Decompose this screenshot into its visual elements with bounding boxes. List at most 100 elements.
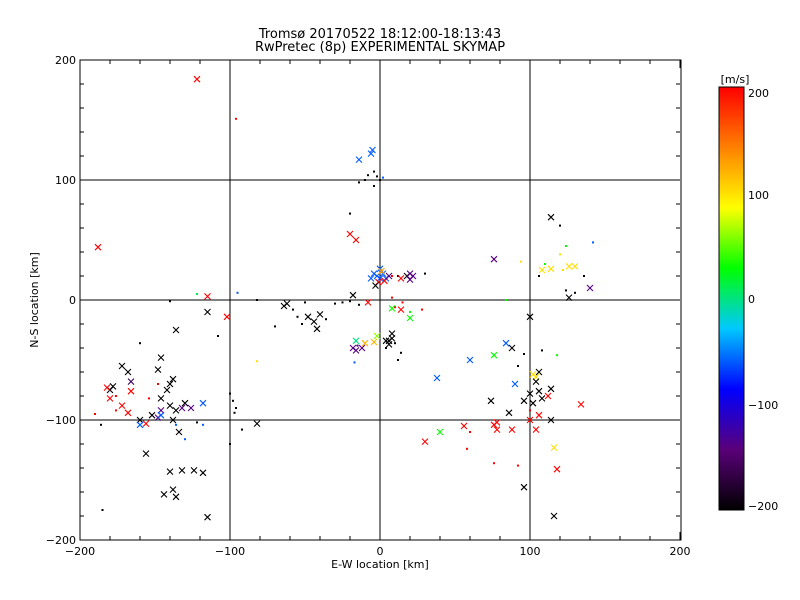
data-point-cross <box>169 375 177 383</box>
data-point-dot <box>334 302 336 305</box>
data-point-cross <box>190 467 198 474</box>
data-point-dot <box>241 428 243 431</box>
data-point-cross <box>571 263 579 270</box>
data-point-cross <box>490 255 498 263</box>
data-point-cross <box>421 438 429 445</box>
x-tick-labels: −200 −100 0 100 200 <box>65 545 691 558</box>
data-point-dot <box>466 447 468 450</box>
data-point-dot <box>559 253 561 256</box>
data-point-cross <box>361 339 369 347</box>
data-point-cross <box>178 467 186 474</box>
data-point-cross <box>577 401 585 408</box>
data-point-dot <box>202 423 204 426</box>
data-point-cross <box>169 416 177 424</box>
x-tick-label: −100 <box>215 545 245 558</box>
x-tick-label: 0 <box>377 545 384 558</box>
data-point-dot <box>517 464 519 467</box>
data-point-dot <box>544 263 546 265</box>
colorbar-tick-label: 100 <box>748 189 769 202</box>
data-point-dot <box>229 392 231 395</box>
y-axis-label: N-S location [km] <box>28 252 41 348</box>
colorbar-unit: [m/s] <box>721 73 750 86</box>
plot-frame <box>79 59 682 541</box>
data-point-cross <box>532 378 540 385</box>
data-point-cross <box>106 395 114 402</box>
data-point-cross <box>304 313 312 321</box>
data-point-dot <box>256 360 258 363</box>
data-point-cross <box>538 395 546 402</box>
data-point-cross <box>369 146 376 154</box>
data-point-cross <box>406 314 414 322</box>
data-point-dot <box>397 359 399 361</box>
data-point-cross <box>157 354 165 361</box>
data-point-cross <box>358 344 366 352</box>
data-point-dot <box>235 117 237 120</box>
data-point-cross <box>310 318 318 325</box>
data-point-dot <box>101 509 104 511</box>
data-point-cross <box>355 156 363 163</box>
data-point-dot <box>505 299 507 301</box>
data-point-dot <box>391 296 393 299</box>
data-point-cross <box>493 426 501 433</box>
data-point-dot <box>391 275 393 277</box>
data-point-cross <box>529 399 537 407</box>
colorbar: [m/s] 200 100 0 −100 −200 <box>718 73 778 513</box>
data-point-dot <box>394 342 396 345</box>
data-point-cross <box>526 416 534 424</box>
data-point-cross <box>505 409 513 417</box>
data-point-cross <box>547 416 555 424</box>
data-point-dot <box>232 399 234 402</box>
data-point-cross <box>376 275 384 282</box>
data-point-cross <box>157 411 165 419</box>
data-point-dot <box>356 344 359 347</box>
data-point-dot <box>562 269 564 271</box>
data-point-cross <box>154 366 162 373</box>
y-tick-label: −100 <box>46 414 76 427</box>
colorbar-tick-label: −200 <box>748 500 778 513</box>
data-point-cross <box>550 444 558 451</box>
data-point-dot <box>379 179 381 181</box>
data-point-dot <box>523 353 525 355</box>
x-axis-label: E-W location [km] <box>331 558 429 571</box>
data-point-dot <box>367 174 369 177</box>
data-point-dot <box>373 185 375 187</box>
x-tick-label: 100 <box>520 545 541 558</box>
data-point-dot <box>364 179 366 181</box>
data-point-cross <box>316 311 324 318</box>
data-point-cross <box>397 275 405 282</box>
data-point-dot <box>538 275 540 277</box>
data-point-cross <box>166 468 174 475</box>
data-point-cross <box>547 265 555 273</box>
data-point-dot <box>493 462 495 465</box>
data-point-cross <box>535 411 543 419</box>
data-point-dot <box>292 308 294 311</box>
data-point-dot <box>401 301 404 304</box>
y-tick-label: 200 <box>55 54 76 67</box>
data-point-cross <box>367 275 375 282</box>
data-point-dot <box>196 293 198 295</box>
data-point-dot <box>94 413 96 415</box>
data-point-cross <box>178 404 186 412</box>
chart-subtitle: RwPretec (8p) EXPERIMENTAL SKYMAP <box>255 40 505 55</box>
data-point-dot <box>148 397 150 400</box>
data-point-cross <box>466 356 474 364</box>
data-point-cross <box>460 422 468 430</box>
data-point-cross <box>378 267 385 275</box>
data-point-cross <box>385 341 393 348</box>
y-tick-label: 100 <box>55 174 76 187</box>
data-point-dot <box>229 443 231 445</box>
data-point-dot <box>469 431 471 433</box>
data-point-dot <box>139 342 141 345</box>
data-point-cross <box>370 338 378 346</box>
data-point-cross <box>283 300 291 307</box>
data-point-dot <box>235 407 237 409</box>
data-point-cross <box>511 380 519 388</box>
data-point-cross <box>526 313 534 321</box>
data-point-cross <box>163 386 171 394</box>
data-point-dot <box>358 181 360 184</box>
data-point-cross <box>565 294 573 301</box>
colorbar-tick-label: 200 <box>748 87 769 100</box>
data-point-cross <box>181 399 189 407</box>
data-point-cross <box>493 419 501 426</box>
plot-area <box>79 59 681 541</box>
